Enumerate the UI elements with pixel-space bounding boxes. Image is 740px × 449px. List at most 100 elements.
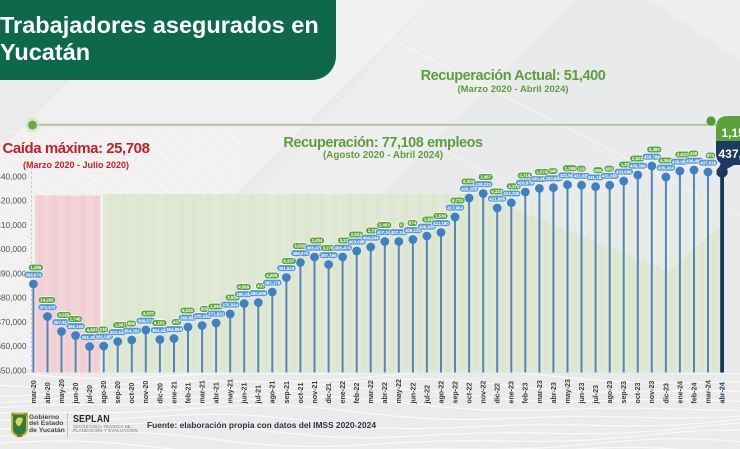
svg-text:874: 874 (707, 153, 715, 158)
svg-text:438,492: 438,492 (686, 158, 702, 163)
svg-text:1,405: 1,405 (30, 265, 42, 270)
svg-text:437,618: 437,618 (700, 160, 716, 165)
svg-text:feb-23: feb-23 (522, 383, 530, 404)
svg-text:410,000: 410,000 (0, 220, 27, 230)
svg-text:385,178: 385,178 (264, 280, 280, 285)
svg-text:ago-21: ago-21 (269, 381, 277, 404)
svg-text:nov-22: nov-22 (480, 381, 488, 404)
svg-text:400,000: 400,000 (0, 244, 27, 254)
svg-text:feb-24: feb-24 (690, 383, 698, 404)
svg-text:2,622: 2,622 (632, 156, 644, 161)
svg-text:874: 874 (409, 221, 417, 226)
svg-text:3,480: 3,480 (649, 147, 661, 152)
svg-text:371,632: 371,632 (208, 311, 224, 316)
svg-text:jun-22: jun-22 (409, 383, 417, 405)
svg-text:218: 218 (100, 327, 108, 332)
svg-text:437,756: 437,756 (719, 147, 740, 161)
svg-text:430,452: 430,452 (531, 177, 547, 182)
svg-text:jul-21: jul-21 (255, 385, 263, 405)
svg-text:1,967: 1,967 (480, 175, 492, 180)
svg-text:ene-24: ene-24 (676, 381, 684, 404)
svg-text:388,674: 388,674 (25, 272, 41, 277)
svg-text:abr-20: abr-20 (44, 382, 52, 403)
svg-text:408,121: 408,121 (405, 228, 421, 233)
svg-text:oct-23: oct-23 (634, 383, 642, 404)
svg-text:ago-22: ago-22 (437, 381, 445, 404)
svg-text:407,247: 407,247 (377, 230, 393, 235)
svg-text:sep-22: sep-22 (451, 381, 459, 404)
svg-text:363,547: 363,547 (110, 330, 126, 335)
svg-text:ago-23: ago-23 (606, 381, 614, 404)
svg-text:397,196: 397,196 (321, 253, 337, 258)
svg-text:433,686: 433,686 (616, 169, 632, 174)
svg-text:436: 436 (690, 151, 698, 156)
svg-text:3,278: 3,278 (323, 246, 335, 251)
svg-text:364,858: 364,858 (166, 327, 182, 332)
svg-text:0: 0 (400, 223, 403, 228)
svg-text:435,434: 435,434 (658, 165, 674, 170)
svg-text:431,195: 431,195 (588, 175, 604, 180)
svg-text:1,967: 1,967 (115, 323, 127, 328)
svg-text:437: 437 (257, 284, 265, 289)
svg-text:8,302: 8,302 (463, 179, 475, 184)
svg-text:mar-24: mar-24 (704, 380, 712, 403)
svg-text:jun-20: jun-20 (72, 383, 80, 405)
svg-text:2,403: 2,403 (379, 223, 391, 228)
svg-text:may-21: may-21 (227, 379, 235, 404)
svg-text:feb-22: feb-22 (353, 383, 361, 404)
svg-text:3,278: 3,278 (340, 238, 352, 243)
svg-text:1,268: 1,268 (565, 166, 577, 171)
svg-text:6,555: 6,555 (294, 244, 306, 249)
svg-text:390,000: 390,000 (0, 268, 27, 278)
svg-text:409,650: 409,650 (419, 224, 435, 229)
svg-text:370,539: 370,539 (194, 314, 210, 319)
svg-text:sep-20: sep-20 (114, 381, 122, 404)
svg-text:431,850: 431,850 (602, 174, 618, 179)
svg-text:374,472: 374,472 (40, 305, 56, 310)
svg-text:ene-23: ene-23 (508, 381, 516, 404)
svg-text:426,256: 426,256 (461, 186, 477, 191)
svg-text:1,836: 1,836 (621, 162, 633, 167)
svg-text:438,056: 438,056 (672, 159, 688, 164)
svg-text:1,093: 1,093 (210, 304, 222, 309)
svg-text:jul-22: jul-22 (423, 385, 431, 405)
svg-text:oct-20: oct-20 (128, 383, 136, 404)
svg-text:350,000: 350,000 (0, 365, 27, 375)
svg-text:may-20: may-20 (58, 379, 66, 404)
svg-text:4,151: 4,151 (154, 321, 166, 326)
svg-text:431,850: 431,850 (574, 174, 590, 179)
svg-text:380,590: 380,590 (250, 291, 266, 296)
svg-text:4,588: 4,588 (266, 273, 278, 278)
svg-text:400,474: 400,474 (335, 245, 351, 250)
svg-text:424,159: 424,159 (503, 191, 519, 196)
svg-text:jun-21: jun-21 (241, 383, 249, 405)
svg-text:6,337: 6,337 (283, 259, 295, 264)
svg-text:nov-21: nov-21 (311, 381, 319, 404)
svg-text:1,748: 1,748 (70, 317, 82, 322)
svg-text:may-23: may-23 (564, 379, 572, 404)
svg-text:361,580: 361,580 (96, 334, 112, 339)
svg-text:4,807: 4,807 (87, 328, 99, 333)
svg-text:367,917: 367,917 (54, 320, 70, 325)
svg-text:abr-24: abr-24 (719, 382, 727, 403)
svg-text:369,884: 369,884 (180, 315, 196, 320)
svg-text:430,801: 430,801 (545, 176, 561, 181)
svg-text:404,844: 404,844 (363, 235, 379, 240)
svg-text:428,878: 428,878 (517, 180, 533, 185)
svg-text:655: 655 (201, 307, 209, 312)
svg-text:411,180: 411,180 (433, 221, 449, 226)
svg-text:mar-21: mar-21 (199, 380, 207, 403)
svg-text:5,026: 5,026 (182, 308, 194, 313)
svg-text:380,000: 380,000 (0, 293, 27, 303)
svg-text:400,474: 400,474 (307, 245, 323, 250)
svg-text:dic-23: dic-23 (662, 383, 670, 404)
svg-text:432,069: 432,069 (560, 173, 576, 178)
svg-text:abr-21: abr-21 (213, 382, 221, 403)
svg-text:may-22: may-22 (395, 379, 403, 404)
svg-text:sep-23: sep-23 (620, 381, 628, 404)
svg-text:abr-23: abr-23 (550, 382, 558, 403)
svg-text:398,070: 398,070 (292, 251, 308, 256)
svg-text:655: 655 (606, 166, 614, 171)
svg-text:440,000: 440,000 (0, 171, 27, 181)
svg-text:dic-22: dic-22 (494, 383, 502, 404)
